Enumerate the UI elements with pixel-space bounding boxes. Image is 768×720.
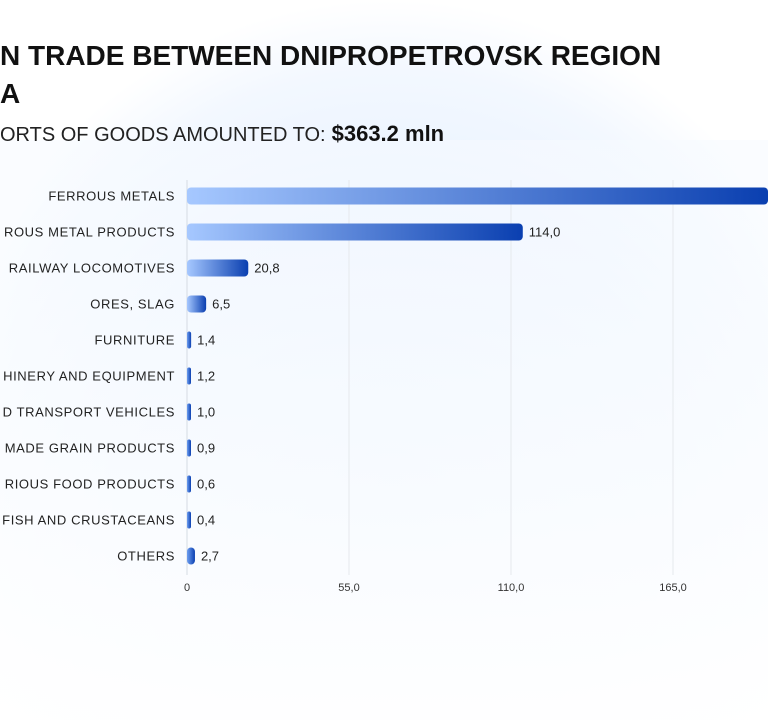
category-label: HINERY AND EQUIPMENT (3, 369, 175, 384)
category-label: ROUS METAL PRODUCTS (4, 225, 175, 240)
category-label: RAILWAY LOCOMOTIVES (9, 261, 175, 276)
x-tick-label: 55,0 (338, 582, 359, 594)
value-label: 0,9 (197, 441, 215, 456)
bar (187, 367, 191, 385)
bar (187, 259, 249, 277)
bar (187, 223, 523, 241)
bar (187, 295, 207, 313)
category-label: MADE GRAIN PRODUCTS (5, 441, 175, 456)
bar (187, 403, 191, 421)
value-label: 1,2 (197, 369, 215, 384)
value-label: 1,0 (197, 405, 215, 420)
value-label: 6,5 (212, 297, 230, 312)
category-label: FERROUS METALS (48, 189, 175, 204)
value-label: 2,7 (201, 549, 219, 564)
bar (187, 331, 192, 349)
category-label: FURNITURE (94, 333, 175, 348)
category-label: RIOUS FOOD PRODUCTS (5, 477, 175, 492)
bar (187, 511, 191, 529)
bar (187, 439, 191, 457)
category-label: OTHERS (117, 549, 175, 564)
chart-subtitle: ORTS OF GOODS AMOUNTED TO: $363.2 mln (0, 121, 444, 147)
x-tick-label: 0 (184, 582, 190, 594)
chart-title-line2: A (0, 78, 21, 109)
value-label: 1,4 (197, 333, 215, 348)
x-tick-label: 110,0 (498, 582, 525, 594)
bar (187, 547, 195, 565)
total-value: $363.2 mln (331, 121, 445, 146)
value-label: 114,0 (529, 225, 561, 240)
category-label: FISH AND CRUSTACEANS (2, 513, 175, 528)
subtitle-text: ORTS OF GOODS AMOUNTED TO: (0, 124, 326, 146)
bar (187, 475, 191, 493)
category-label: ORES, SLAG (90, 297, 175, 312)
x-tick-label: 165,0 (659, 582, 687, 594)
category-label: D TRANSPORT VEHICLES (3, 405, 175, 420)
chart-title-line1: N TRADE BETWEEN DNIPROPETROVSK REGION (0, 40, 662, 71)
value-label: 20,8 (254, 261, 279, 276)
bar (187, 187, 768, 205)
value-label: 0,6 (197, 477, 215, 492)
value-label: 0,4 (197, 513, 215, 528)
